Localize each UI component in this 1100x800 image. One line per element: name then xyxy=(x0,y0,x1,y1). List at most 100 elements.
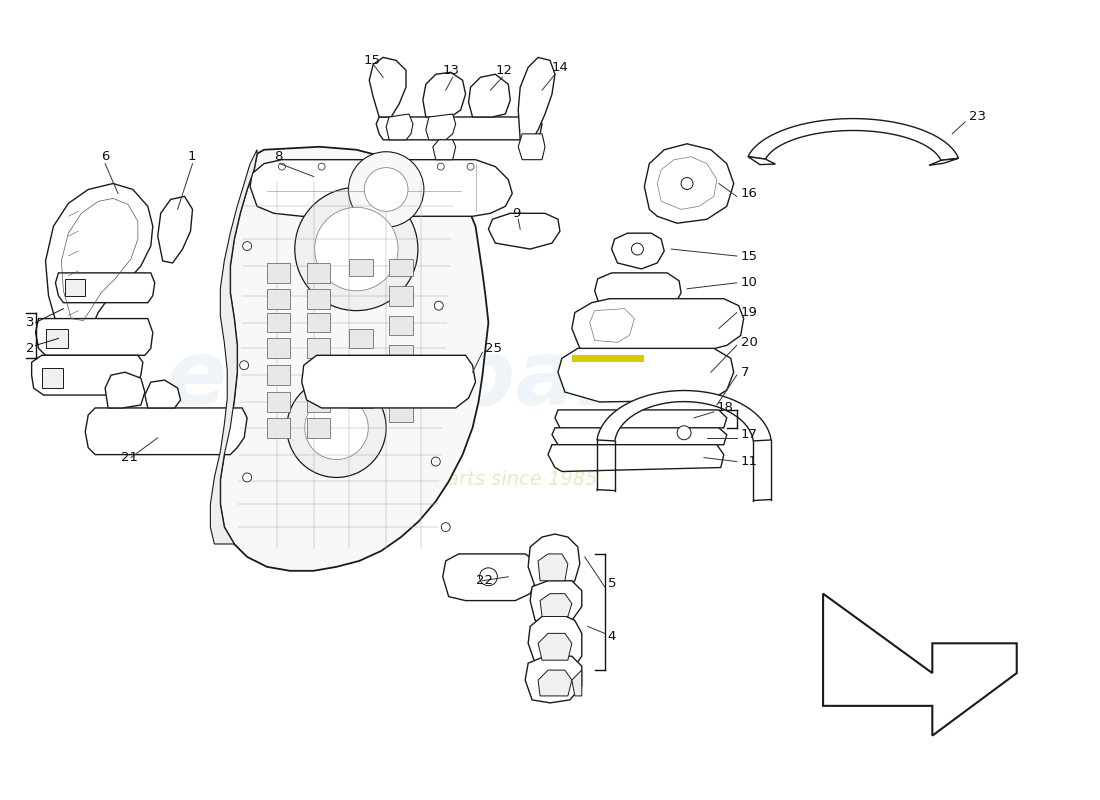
Polygon shape xyxy=(301,355,475,408)
Circle shape xyxy=(364,168,408,211)
Polygon shape xyxy=(518,134,544,160)
Polygon shape xyxy=(528,614,582,673)
Circle shape xyxy=(434,301,443,310)
Text: 17: 17 xyxy=(740,428,758,442)
Polygon shape xyxy=(250,160,513,216)
Circle shape xyxy=(243,473,252,482)
Circle shape xyxy=(318,163,326,170)
Polygon shape xyxy=(307,338,330,358)
Polygon shape xyxy=(442,554,538,601)
Polygon shape xyxy=(350,388,373,408)
Text: 5: 5 xyxy=(607,578,616,590)
Text: 14: 14 xyxy=(552,61,569,74)
Polygon shape xyxy=(558,348,734,402)
Polygon shape xyxy=(597,390,771,441)
Polygon shape xyxy=(538,670,572,696)
Polygon shape xyxy=(307,392,330,412)
Polygon shape xyxy=(548,445,724,471)
Polygon shape xyxy=(267,338,289,358)
Circle shape xyxy=(240,361,249,370)
Polygon shape xyxy=(32,355,143,395)
Circle shape xyxy=(438,163,444,170)
Polygon shape xyxy=(422,72,465,117)
Polygon shape xyxy=(65,279,86,296)
Circle shape xyxy=(305,396,369,459)
Polygon shape xyxy=(307,418,330,438)
Polygon shape xyxy=(386,114,412,140)
Polygon shape xyxy=(350,358,373,378)
Polygon shape xyxy=(540,594,572,617)
Polygon shape xyxy=(350,329,373,348)
Text: 15: 15 xyxy=(363,54,381,67)
Text: 25: 25 xyxy=(485,342,503,355)
Polygon shape xyxy=(552,428,727,450)
Polygon shape xyxy=(469,74,510,117)
Polygon shape xyxy=(538,634,572,660)
Polygon shape xyxy=(35,318,153,355)
Circle shape xyxy=(278,163,285,170)
Polygon shape xyxy=(488,214,560,249)
Polygon shape xyxy=(267,313,289,333)
Circle shape xyxy=(431,457,440,466)
Polygon shape xyxy=(210,150,257,544)
Polygon shape xyxy=(518,58,556,140)
Polygon shape xyxy=(389,286,412,306)
Text: 13: 13 xyxy=(442,64,460,77)
Circle shape xyxy=(315,207,398,290)
Polygon shape xyxy=(389,315,412,335)
Text: eurospares: eurospares xyxy=(165,336,736,424)
Polygon shape xyxy=(106,372,145,408)
Polygon shape xyxy=(389,375,412,395)
Text: 15: 15 xyxy=(740,250,758,262)
Text: 19: 19 xyxy=(740,306,758,319)
Polygon shape xyxy=(267,263,289,283)
Polygon shape xyxy=(86,408,248,454)
Polygon shape xyxy=(572,355,645,362)
Polygon shape xyxy=(590,309,635,342)
Polygon shape xyxy=(370,58,406,117)
Polygon shape xyxy=(572,298,744,355)
Polygon shape xyxy=(267,366,289,385)
Polygon shape xyxy=(432,140,455,160)
Polygon shape xyxy=(530,581,582,623)
Text: 22: 22 xyxy=(475,574,493,587)
Polygon shape xyxy=(267,289,289,309)
Text: 3: 3 xyxy=(25,316,34,329)
Text: 9: 9 xyxy=(513,207,520,220)
Text: 12: 12 xyxy=(495,64,513,77)
Circle shape xyxy=(295,187,418,310)
Polygon shape xyxy=(748,118,958,160)
Circle shape xyxy=(243,242,252,250)
Text: 18: 18 xyxy=(717,402,734,414)
Polygon shape xyxy=(556,410,727,432)
Polygon shape xyxy=(307,263,330,283)
Text: 2: 2 xyxy=(25,342,34,355)
Text: 23: 23 xyxy=(969,110,986,123)
Text: 4: 4 xyxy=(607,630,616,643)
Text: 8: 8 xyxy=(274,150,283,163)
Polygon shape xyxy=(426,114,455,140)
Polygon shape xyxy=(307,313,330,333)
Polygon shape xyxy=(145,380,180,408)
Polygon shape xyxy=(389,346,412,366)
Circle shape xyxy=(480,568,497,586)
Polygon shape xyxy=(307,366,330,385)
Polygon shape xyxy=(823,594,1016,736)
Polygon shape xyxy=(538,554,568,581)
Circle shape xyxy=(441,522,450,531)
Text: a passion for parts since 1985: a passion for parts since 1985 xyxy=(304,470,598,489)
Polygon shape xyxy=(389,402,412,422)
Polygon shape xyxy=(267,392,289,412)
Polygon shape xyxy=(528,534,580,590)
Circle shape xyxy=(678,426,691,440)
Polygon shape xyxy=(55,273,155,302)
Text: 21: 21 xyxy=(121,451,138,464)
Circle shape xyxy=(631,243,644,255)
Text: 6: 6 xyxy=(101,150,110,163)
Polygon shape xyxy=(45,183,153,335)
Text: 16: 16 xyxy=(740,187,758,200)
Polygon shape xyxy=(307,289,330,309)
Polygon shape xyxy=(220,146,488,571)
Polygon shape xyxy=(525,656,582,703)
Circle shape xyxy=(468,163,474,170)
